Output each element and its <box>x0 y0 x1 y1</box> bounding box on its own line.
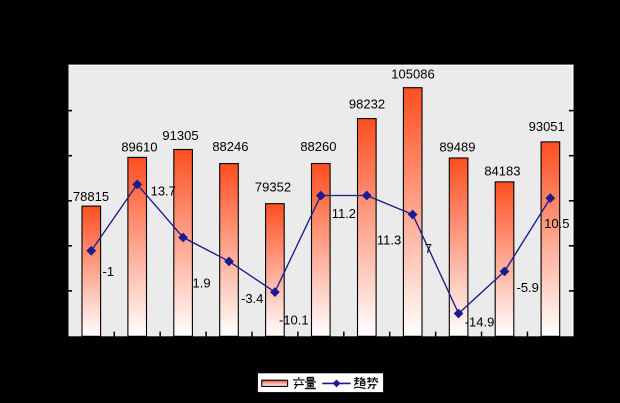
svg-text:84183: 84183 <box>484 164 520 179</box>
svg-text:88246: 88246 <box>212 139 248 154</box>
svg-text:91305: 91305 <box>162 128 198 143</box>
svg-text:-10.1: -10.1 <box>279 313 309 328</box>
svg-text:93051: 93051 <box>529 119 565 134</box>
svg-text:89610: 89610 <box>121 139 157 154</box>
svg-text:78815: 78815 <box>73 189 109 204</box>
svg-text:98232: 98232 <box>349 97 385 112</box>
svg-text:-5.9: -5.9 <box>517 280 539 295</box>
svg-text:11.3: 11.3 <box>377 233 401 248</box>
svg-text:-3.4: -3.4 <box>241 291 263 306</box>
svg-text:105086: 105086 <box>391 67 434 82</box>
svg-text:10.5: 10.5 <box>544 216 569 231</box>
svg-text:1.9: 1.9 <box>193 276 211 291</box>
svg-text:-1: -1 <box>103 264 115 279</box>
svg-text:88260: 88260 <box>300 139 336 154</box>
svg-text:-14.9: -14.9 <box>465 314 495 329</box>
svg-text:7: 7 <box>425 241 432 256</box>
svg-text:13.7: 13.7 <box>151 184 176 199</box>
svg-text:89489: 89489 <box>439 140 475 155</box>
svg-text:79352: 79352 <box>255 180 291 195</box>
svg-text:11.2: 11.2 <box>332 206 356 221</box>
